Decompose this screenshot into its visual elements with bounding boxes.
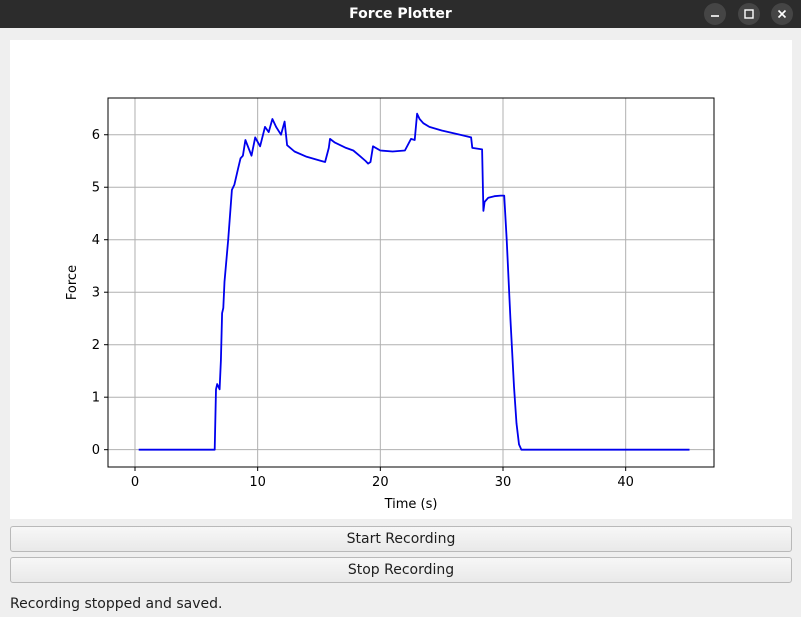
y-tick-label: 0 <box>92 443 100 458</box>
start-recording-button[interactable]: Start Recording <box>10 526 792 552</box>
status-label: Recording stopped and saved. <box>10 596 223 612</box>
plot-frame <box>107 97 715 468</box>
title-bar: Force Plotter <box>0 0 801 28</box>
x-axis-label: Time (s) <box>384 497 438 512</box>
x-tick-label: 40 <box>617 475 634 490</box>
force-series-line <box>138 112 690 451</box>
plot-canvas: 0 10 20 30 40 0 1 2 3 4 5 6 Time (s) Force <box>10 40 792 519</box>
stop-recording-button[interactable]: Stop Recording <box>10 557 792 583</box>
y-tick-label: 5 <box>92 181 100 196</box>
y-tick-label: 2 <box>92 338 100 353</box>
x-tick-label: 30 <box>495 475 512 490</box>
y-axis-label: Force <box>65 265 80 300</box>
y-tick-label: 4 <box>92 233 100 248</box>
x-tick-label: 10 <box>249 475 266 490</box>
x-tick-label: 20 <box>372 475 389 490</box>
minimize-button[interactable] <box>704 3 726 25</box>
y-tick-label: 3 <box>92 286 100 301</box>
close-button[interactable] <box>771 3 793 25</box>
maximize-button[interactable] <box>738 3 760 25</box>
window-title: Force Plotter <box>349 6 452 22</box>
maximize-icon <box>744 9 754 19</box>
close-icon <box>777 9 787 19</box>
x-tick-label: 0 <box>131 475 139 490</box>
force-chart: 0 10 20 30 40 0 1 2 3 4 5 6 Time (s) Force <box>65 97 715 512</box>
y-tick-label: 1 <box>92 391 100 406</box>
y-tick-label: 6 <box>92 128 100 143</box>
minimize-icon <box>711 15 719 17</box>
